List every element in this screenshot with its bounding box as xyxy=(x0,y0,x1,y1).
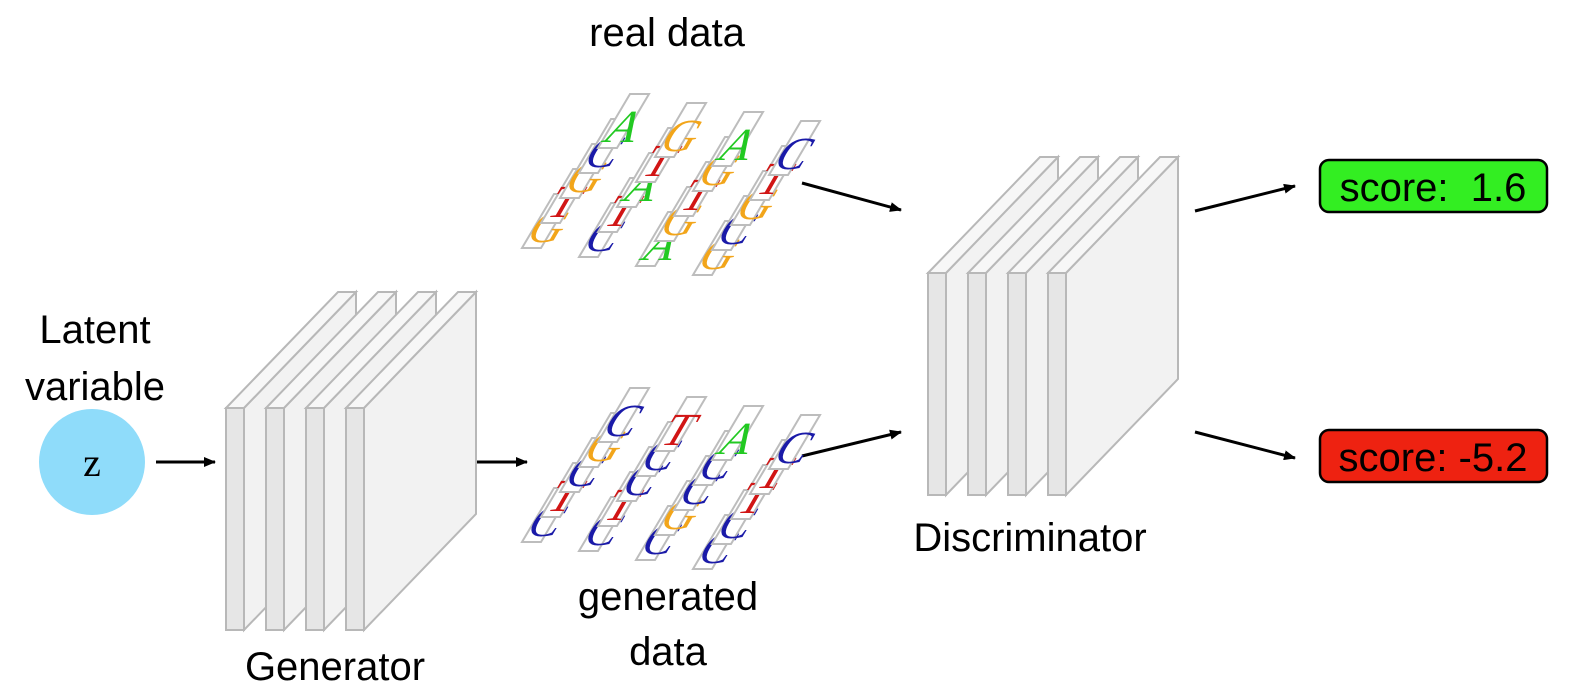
real-data-label: real data xyxy=(589,11,745,55)
score-text-real: score: 1.6 xyxy=(1340,166,1527,210)
arrow-discriminator-to-score-real xyxy=(1194,183,1296,213)
score-badge-fake xyxy=(1318,428,1549,484)
score-badge-real xyxy=(1318,158,1549,214)
generator-label: Generator xyxy=(245,645,425,689)
arrow-generated-to-discriminator xyxy=(801,429,902,458)
generated-tile xyxy=(596,387,651,443)
generator-layer-3-front xyxy=(305,407,325,631)
generator-layer-2-front xyxy=(265,407,285,631)
arrow-real-to-discriminator xyxy=(801,181,902,212)
discriminator-layer-4-front xyxy=(1047,272,1067,496)
generated-tile xyxy=(710,405,765,461)
latent-label-line1: Latent xyxy=(39,308,150,352)
generated-tile xyxy=(653,396,708,452)
score-box-fake: score: -5.2 xyxy=(1318,428,1549,484)
discriminator-layer-1-front xyxy=(927,272,947,496)
generator-layer-4-front xyxy=(345,407,365,631)
generated-nucleotide: C xyxy=(765,422,825,473)
generator-network xyxy=(223,289,479,633)
score-text-fake: score: -5.2 xyxy=(1339,436,1528,480)
generated-nucleotide: C xyxy=(594,395,654,446)
arrow-discriminator-to-score-fake xyxy=(1194,430,1296,461)
discriminator-label: Discriminator xyxy=(913,516,1146,560)
generated-data-label-line2: data xyxy=(629,630,708,674)
real-tile xyxy=(767,120,822,176)
real-nucleotide: C xyxy=(765,128,825,179)
discriminator-layer-3-front xyxy=(1007,272,1027,496)
generator-layer-1-front xyxy=(225,407,245,631)
latent-variable-node xyxy=(39,409,145,515)
score-box-real: score: 1.6 xyxy=(1318,158,1549,214)
real-tile xyxy=(710,111,765,167)
real-tile xyxy=(653,102,708,158)
generated-tile xyxy=(767,414,822,470)
real-tile xyxy=(596,93,651,149)
generated-data-label-line1: generated xyxy=(578,575,758,619)
generated-nucleotide: T xyxy=(651,404,708,455)
latent-label-line2: variable xyxy=(25,365,165,409)
discriminator-layer-2-front xyxy=(967,272,987,496)
latent-z-symbol: z xyxy=(83,440,101,485)
discriminator-network xyxy=(925,154,1181,498)
